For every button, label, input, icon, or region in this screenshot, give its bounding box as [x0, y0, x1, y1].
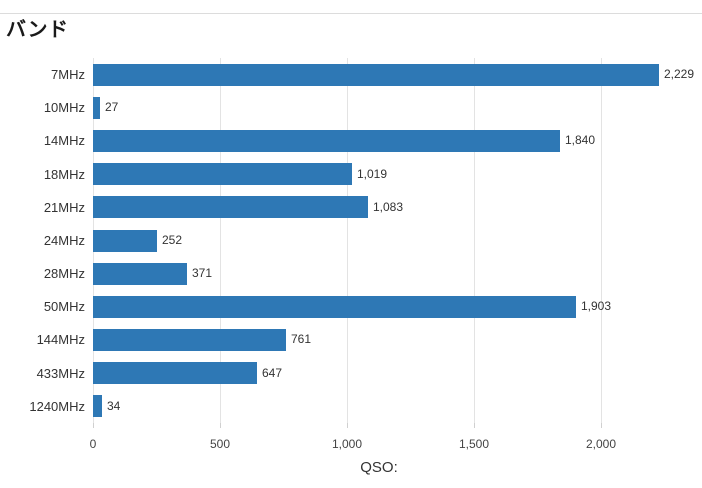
bar-value-label: 761	[291, 332, 312, 347]
y-axis-label: 21MHz	[43, 199, 85, 215]
y-axis-label: 10MHz	[43, 100, 85, 116]
bar[interactable]	[93, 196, 368, 219]
x-gridline	[347, 58, 348, 423]
x-tick-mark	[601, 423, 602, 428]
bar-value-label: 2,229	[664, 67, 695, 81]
bar[interactable]	[93, 329, 286, 352]
bar-value-label: 647	[262, 365, 283, 380]
y-axis-label: 28MHz	[43, 266, 85, 282]
x-tick-label: 1,000	[331, 437, 363, 451]
bar[interactable]	[93, 295, 576, 318]
x-gridline	[220, 58, 221, 423]
x-gridline	[601, 58, 602, 423]
bar[interactable]	[93, 63, 659, 86]
bar-value-label: 252	[162, 232, 183, 247]
bar-value-label: 1,083	[373, 199, 404, 214]
y-axis-label: 144MHz	[36, 332, 85, 348]
x-tick-mark	[347, 423, 348, 428]
bar-value-label: 27	[105, 100, 119, 115]
y-axis-label: 50MHz	[43, 299, 85, 315]
y-axis-label: 433MHz	[36, 365, 85, 381]
x-tick-label: 2,000	[585, 437, 617, 451]
bar[interactable]	[93, 229, 157, 252]
x-tick-mark	[220, 423, 221, 428]
y-axis-label: 18MHz	[43, 166, 85, 182]
x-tick-mark	[93, 423, 94, 428]
bar[interactable]	[93, 262, 187, 285]
bar[interactable]	[93, 129, 560, 152]
bar[interactable]	[93, 96, 100, 119]
x-tick-label: 1,500	[458, 437, 490, 451]
bar[interactable]	[93, 362, 257, 385]
bar-value-label: 1,840	[565, 133, 596, 148]
x-tick-label: 0	[89, 437, 97, 451]
x-gridline	[474, 58, 475, 423]
y-axis-label: 14MHz	[43, 133, 85, 149]
y-axis-label: 1240MHz	[29, 398, 85, 414]
bar-value-label: 1,903	[581, 299, 612, 314]
bar[interactable]	[93, 163, 352, 186]
panel-top-border	[0, 13, 702, 14]
y-axis-label: 24MHz	[43, 232, 85, 248]
bar[interactable]	[93, 395, 102, 418]
bar-value-label: 371	[192, 266, 213, 281]
y-axis-label: 7MHz	[51, 67, 85, 82]
x-axis-label: QSO:	[360, 459, 398, 476]
bar-value-label: 34	[107, 398, 121, 413]
x-tick-label: 500	[209, 437, 231, 451]
x-tick-mark	[474, 423, 475, 428]
bar-value-label: 1,019	[357, 166, 388, 181]
page-title: バンド	[6, 19, 69, 41]
